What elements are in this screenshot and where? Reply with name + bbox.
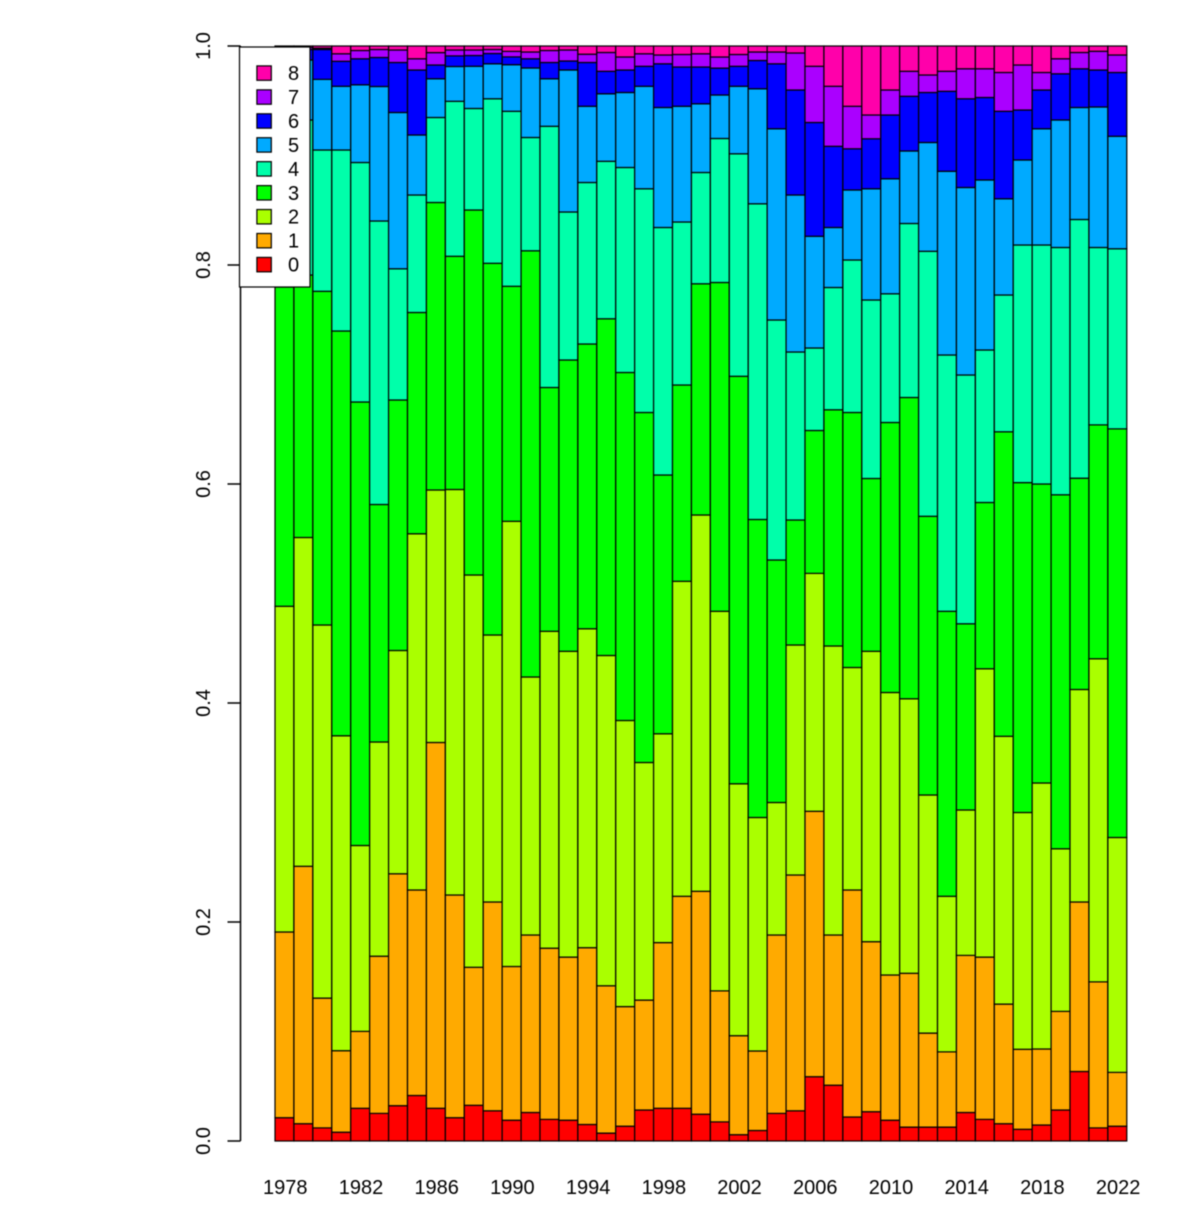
svg-text:1986: 1986 (414, 1177, 459, 1199)
svg-text:1994: 1994 (566, 1177, 611, 1199)
svg-text:2022: 2022 (1096, 1177, 1141, 1199)
svg-text:1998: 1998 (642, 1177, 687, 1199)
svg-text:2006: 2006 (793, 1177, 838, 1199)
svg-text:0.2: 0.2 (193, 908, 215, 936)
svg-text:6: 6 (288, 111, 299, 133)
svg-text:8: 8 (288, 63, 299, 85)
svg-text:4: 4 (288, 159, 299, 181)
svg-text:2: 2 (288, 207, 299, 229)
svg-text:0.4: 0.4 (193, 689, 215, 717)
svg-text:2002: 2002 (717, 1177, 762, 1199)
svg-text:1978: 1978 (263, 1177, 308, 1199)
svg-text:7: 7 (288, 87, 299, 109)
svg-text:3: 3 (288, 183, 299, 205)
svg-text:1982: 1982 (339, 1177, 384, 1199)
svg-text:0.6: 0.6 (193, 470, 215, 498)
svg-text:5: 5 (288, 135, 299, 157)
svg-text:2014: 2014 (944, 1177, 989, 1199)
svg-text:0.0: 0.0 (193, 1127, 215, 1155)
svg-text:1.0: 1.0 (193, 32, 215, 60)
svg-text:1: 1 (288, 231, 299, 253)
svg-text:2010: 2010 (869, 1177, 914, 1199)
svg-text:0.8: 0.8 (193, 251, 215, 279)
svg-text:1990: 1990 (490, 1177, 535, 1199)
svg-text:0: 0 (288, 255, 299, 277)
svg-text:2018: 2018 (1020, 1177, 1065, 1199)
